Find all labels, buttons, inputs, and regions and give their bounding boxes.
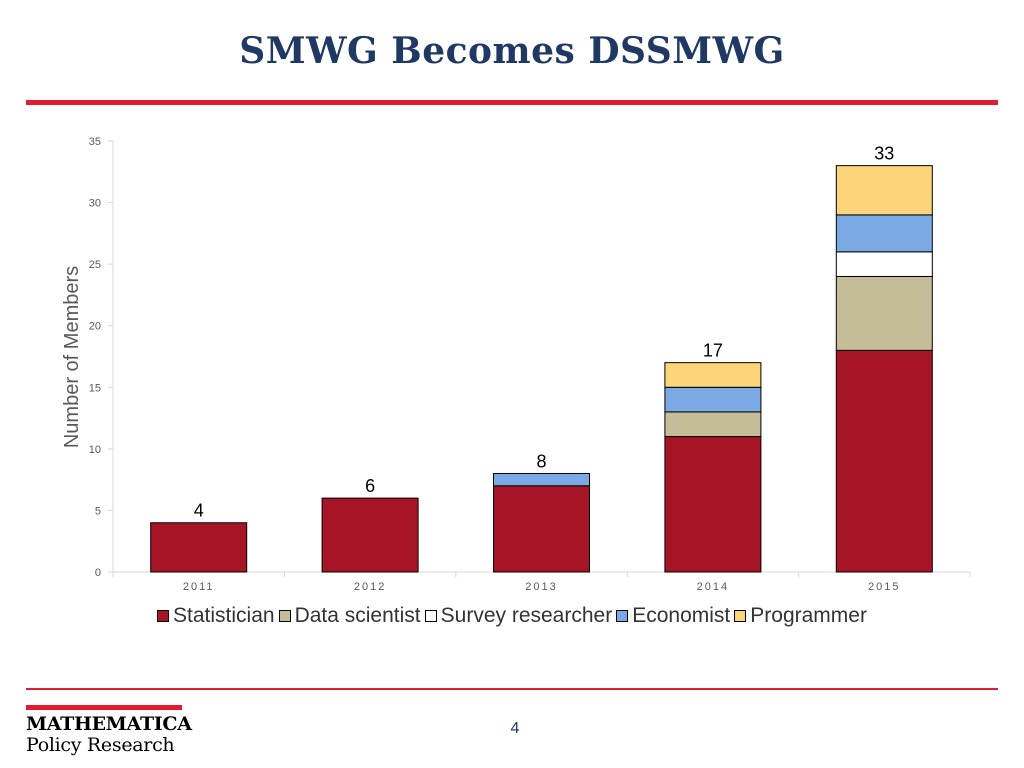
bar-total-label: 33 bbox=[874, 144, 894, 164]
bar-segment-statistician bbox=[835, 349, 933, 573]
bar-segment-programmer bbox=[664, 362, 762, 388]
bar-segment-statistician bbox=[664, 436, 762, 573]
legend-label: Survey researcher bbox=[440, 604, 613, 627]
legend-item: Statistician bbox=[157, 604, 275, 628]
legend-swatch bbox=[734, 610, 747, 622]
legend-swatch bbox=[616, 610, 629, 622]
legend-swatch bbox=[424, 610, 437, 622]
legend-swatch bbox=[157, 610, 170, 622]
bar-segment-economist bbox=[493, 472, 590, 487]
bar-segment-economist bbox=[664, 386, 762, 413]
y-tick-label: 25 bbox=[89, 259, 101, 271]
footer-divider bbox=[26, 688, 998, 690]
y-axis-title: Number of Members bbox=[61, 266, 83, 448]
legend-label: Statistician bbox=[173, 604, 275, 627]
bar-segment-economist bbox=[835, 214, 933, 253]
bar-segment-survey-researcher bbox=[835, 251, 933, 277]
legend-item: Programmer bbox=[734, 604, 867, 628]
x-tick-label: 2015 bbox=[868, 581, 900, 593]
y-tick-label: 20 bbox=[89, 321, 101, 333]
chart-legend: Statistician Data scientist Survey researc… bbox=[0, 604, 1024, 628]
bar-segment-statistician bbox=[493, 485, 590, 573]
legend-swatch bbox=[278, 610, 291, 622]
bar-total-label: 6 bbox=[365, 476, 375, 496]
bar-segment-data-scientist bbox=[664, 411, 762, 438]
legend-item: Economist bbox=[616, 604, 730, 628]
y-tick-label: 10 bbox=[89, 444, 101, 456]
legend-item: Survey researcher bbox=[424, 604, 613, 628]
bar-segment-data-scientist bbox=[835, 275, 933, 351]
slide-title: SMWG Becomes DSSMWG bbox=[239, 30, 785, 72]
logo-line1: MATHEMATICA bbox=[26, 713, 192, 735]
logo-accent-bar bbox=[26, 705, 182, 710]
y-tick-label: 15 bbox=[89, 382, 101, 394]
legend-label: Economist bbox=[632, 604, 731, 627]
x-tick-label: 2013 bbox=[525, 581, 557, 593]
bar-segment-programmer bbox=[835, 165, 933, 216]
y-tick-label: 30 bbox=[89, 198, 101, 210]
x-tick-label: 2014 bbox=[697, 581, 729, 593]
bar-total-label: 8 bbox=[536, 451, 546, 471]
legend-label: Programmer bbox=[750, 604, 867, 627]
page-number: 4 bbox=[510, 720, 520, 737]
mathematica-logo: MATHEMATICA Policy Research bbox=[26, 705, 192, 756]
y-tick-label: 5 bbox=[95, 505, 101, 517]
stacked-bar-chart: Number of Members 0 5 10 15 20 25 30 35 4 2011 6 20… bbox=[61, 136, 971, 593]
title-divider bbox=[26, 100, 998, 105]
y-tick-label: 35 bbox=[89, 136, 101, 148]
bar-segment-statistician bbox=[150, 522, 248, 573]
x-tick-label: 2012 bbox=[354, 581, 386, 593]
bar-total-label: 17 bbox=[703, 341, 723, 361]
legend-item: Data scientist bbox=[278, 604, 421, 628]
y-tick-label: 0 bbox=[95, 567, 101, 579]
bar-total-label: 4 bbox=[194, 501, 204, 521]
legend-label: Data scientist bbox=[294, 604, 421, 627]
bar-segment-statistician bbox=[321, 497, 419, 573]
x-tick-label: 2011 bbox=[183, 581, 215, 593]
logo-line2: Policy Research bbox=[26, 734, 175, 756]
